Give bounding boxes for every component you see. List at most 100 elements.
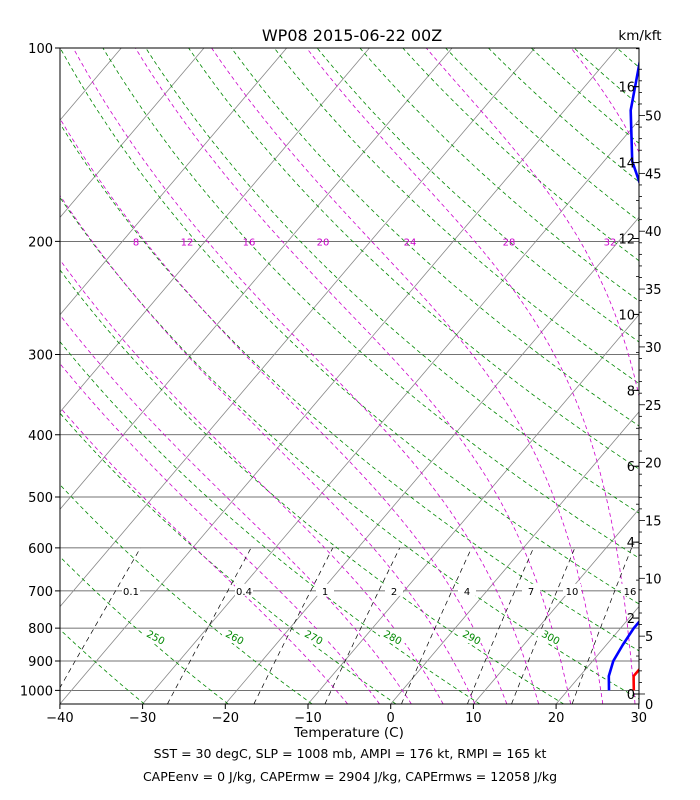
mixing-ratio-line [401,547,472,704]
km-tick-label: 2 [627,612,635,627]
mixing-ratio-label: 7 [528,587,534,598]
moist-adiabat-label: 24 [404,237,417,248]
mixing-ratio-label: 16 [624,587,637,598]
pressure-tick-label: 400 [28,429,53,444]
isotherm-line [60,48,453,510]
moist-adiabat-line [60,259,444,704]
km-tick-label: 6 [627,460,635,475]
isotherm-line [142,119,639,704]
label-bg [301,629,327,643]
km-tick-label: 0 [627,688,635,703]
moist-adiabat-line [72,48,540,704]
km-tick-label: 8 [627,384,635,399]
moist-adiabat-line [60,117,508,704]
moist-adiabat-label: 28 [503,237,516,248]
label-bg [316,583,334,596]
moist-adiabat-line [60,362,380,704]
pressure-tick-label: 500 [28,491,53,506]
dry-adiabat-line [60,196,639,700]
moist-adiabat-line [211,48,604,704]
sounding-traces [607,58,639,691]
km-tick-label: 14 [618,157,635,172]
isotherm-line [60,48,370,413]
moist-adiabat-line [135,48,572,704]
pressure-tick-label: 1000 [20,684,53,699]
kft-tick-label: 50 [645,110,662,125]
axes: −40 −30 −20 −10 0 10 20 30100200300400500600700… [20,42,662,726]
mixing-ratio-line [467,547,534,704]
pressure-tick-label: 900 [28,655,53,670]
isotherm-line [390,411,639,704]
label-bg [235,583,253,596]
label-bg [380,629,406,643]
moist-adiabat-line [60,406,349,704]
chart-title: WP08 2015-06-22 00Z [262,26,442,45]
dry-adiabat-line [60,341,481,704]
dry-adiabat-line [60,269,564,704]
label-bg [538,629,564,643]
label-bg [522,583,540,596]
x-tick-label: 20 [548,711,565,726]
mixing-ratio-line [324,547,401,704]
kft-tick-label: 35 [645,283,662,298]
kft-tick-label: 45 [645,167,662,182]
isotherm-line [60,48,618,704]
x-tick-label: 30 [631,711,648,726]
dry-adiabat-line [60,484,313,704]
x-tick-label: 0 [387,711,395,726]
temperature-trace [632,667,639,691]
x-tick-label: −30 [129,711,156,726]
right-axis-label: km/kft [618,28,661,44]
km-tick-label: 4 [627,536,635,551]
label-bg [222,629,248,643]
moist-adiabat-line [60,194,476,704]
moist-adiabat-label: 8 [133,237,139,248]
isotherm-line [60,48,205,219]
dry-adiabat-line [359,48,639,302]
dry-adiabat-line [60,702,61,704]
mixing-ratio-line [60,547,141,689]
pressure-tick-label: 700 [28,585,53,600]
dry-adiabat-line [60,556,229,704]
moist-adiabat-label: 32 [604,237,617,248]
dry-adiabat-line [316,48,639,343]
dry-adiabat-line [102,48,639,559]
plot-frame [59,47,640,705]
dry-adiabat-line [616,48,639,68]
label-bg [563,583,581,596]
label-bg [621,583,639,596]
mixing-ratio-label: 0.1 [123,587,139,598]
label-bg [143,629,169,643]
moist-adiabat-line [306,48,636,704]
pressure-tick-label: 200 [28,235,53,250]
dry-adiabat-line [188,48,639,470]
dry-adiabat-line [402,48,639,262]
km-tick-label: 12 [618,233,635,248]
mixing-ratio-line [253,547,334,704]
label-bg [122,583,140,596]
footer-line-2: CAPEenv = 0 J/kg, CAPErmw = 2904 J/kg, C… [142,769,558,784]
kft-tick-label: 25 [645,399,662,414]
km-tick-label: 10 [618,308,635,323]
x-tick-label: −10 [294,711,321,726]
mixing-ratio-label: 0.4 [236,587,252,598]
dry-adiabat-line [445,48,639,222]
dry-adiabat-line [60,629,145,704]
moist-adiabat-line [570,48,639,154]
mixing-ratio-label: 4 [464,587,470,598]
mixing-ratio-label: 10 [566,587,579,598]
kft-tick-label: 5 [645,630,653,645]
kft-zero-label: 0 [645,698,653,713]
dry-adiabat-line [60,122,639,652]
isotherm-line [0,48,39,704]
kft-tick-label: 15 [645,514,662,529]
label-bg [459,629,485,643]
isotherm-line [555,605,639,704]
moist-adiabat-label: 16 [243,237,256,248]
mixing-ratio-label: 2 [391,587,397,598]
kft-tick-label: 30 [645,341,662,356]
kft-tick-label: 20 [645,457,662,472]
pressure-tick-label: 300 [28,348,53,363]
